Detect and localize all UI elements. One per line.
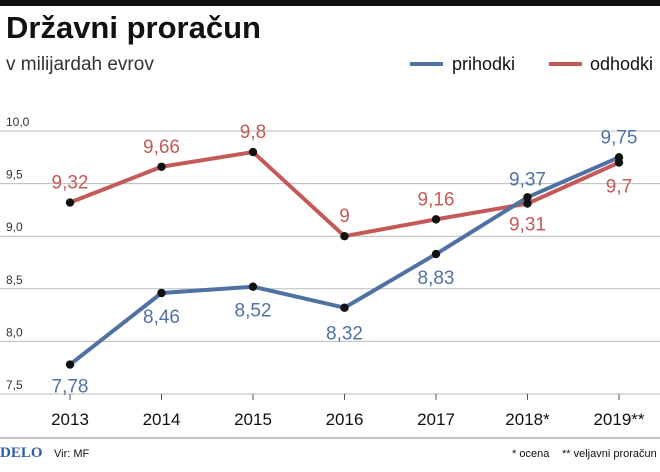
point-prihodki xyxy=(523,193,532,202)
point-odhodki xyxy=(431,215,441,224)
legend-label-odhodki: odhodki xyxy=(590,54,653,74)
y-tick-label: 10,0 xyxy=(6,115,30,129)
data-label-odhodki: 9,31 xyxy=(509,215,546,236)
y-axis-ticks: 7,5 8,0 8,5 9,0 9,5 10,0 xyxy=(6,115,30,392)
chart-subtitle: v milijardah evrov xyxy=(6,54,154,75)
data-label-prihodki: 7,78 xyxy=(52,377,89,398)
x-tick-label: 2019** xyxy=(593,410,644,429)
data-label-odhodki: 9,7 xyxy=(606,177,632,198)
x-tick-label: 2014 xyxy=(143,410,181,429)
data-label-prihodki: 9,37 xyxy=(509,169,546,190)
x-tick-label: 2013 xyxy=(51,410,89,429)
point-prihodki xyxy=(248,282,258,291)
data-label-odhodki: 9,8 xyxy=(240,122,266,143)
x-axis-ticks: 2013 2014 2015 2016 2017 2018* 2019** xyxy=(51,394,645,429)
point-odhodki xyxy=(248,147,258,157)
y-tick-label: 9,0 xyxy=(6,220,23,234)
legend: prihodki odhodki xyxy=(410,54,653,74)
x-tick-label: 2018* xyxy=(505,410,550,429)
point-prihodki xyxy=(157,288,166,298)
point-odhodki xyxy=(157,162,166,171)
point-prihodki xyxy=(614,153,624,162)
y-tick-label: 9,5 xyxy=(6,168,23,182)
data-label-prihodki: 8,52 xyxy=(235,301,272,322)
x-tick-label: 2017 xyxy=(417,410,455,429)
data-label-prihodki: 8,83 xyxy=(418,268,455,289)
point-prihodki xyxy=(431,249,441,259)
gridlines xyxy=(0,130,660,395)
data-label-prihodki: 8,32 xyxy=(326,324,363,345)
top-rule xyxy=(0,0,660,6)
chart-title: Državni proračun xyxy=(6,10,261,45)
point-odhodki xyxy=(523,199,532,208)
data-label-odhodki: 9 xyxy=(339,206,350,227)
point-prihodki xyxy=(340,303,349,312)
data-label-odhodki: 9,32 xyxy=(52,173,89,194)
data-label-odhodki: 9,66 xyxy=(143,137,180,158)
legend-label-prihodki: prihodki xyxy=(452,54,515,74)
y-tick-label: 7,5 xyxy=(6,378,23,392)
data-label-odhodki: 9,16 xyxy=(418,189,455,210)
point-odhodki xyxy=(65,198,75,207)
x-tick-label: 2016 xyxy=(326,410,364,429)
data-label-prihodki: 9,75 xyxy=(601,127,638,148)
brand-logo: DELO xyxy=(0,445,43,461)
y-tick-label: 8,5 xyxy=(6,273,23,287)
data-label-prihodki: 8,46 xyxy=(143,307,180,328)
point-prihodki xyxy=(65,360,75,369)
note-budget: ** veljavni proračun xyxy=(562,448,657,460)
point-odhodki xyxy=(340,232,349,241)
source-text: Vir: MF xyxy=(54,448,90,460)
note-estimate: * ocena xyxy=(512,448,550,460)
y-tick-label: 8,0 xyxy=(6,325,23,339)
data-labels: 7,78 8,46 8,52 8,32 8,83 9,37 9,75 9,32 9,66 9,8 9… xyxy=(52,122,638,398)
x-tick-label: 2015 xyxy=(234,410,272,429)
series-points xyxy=(65,147,624,369)
